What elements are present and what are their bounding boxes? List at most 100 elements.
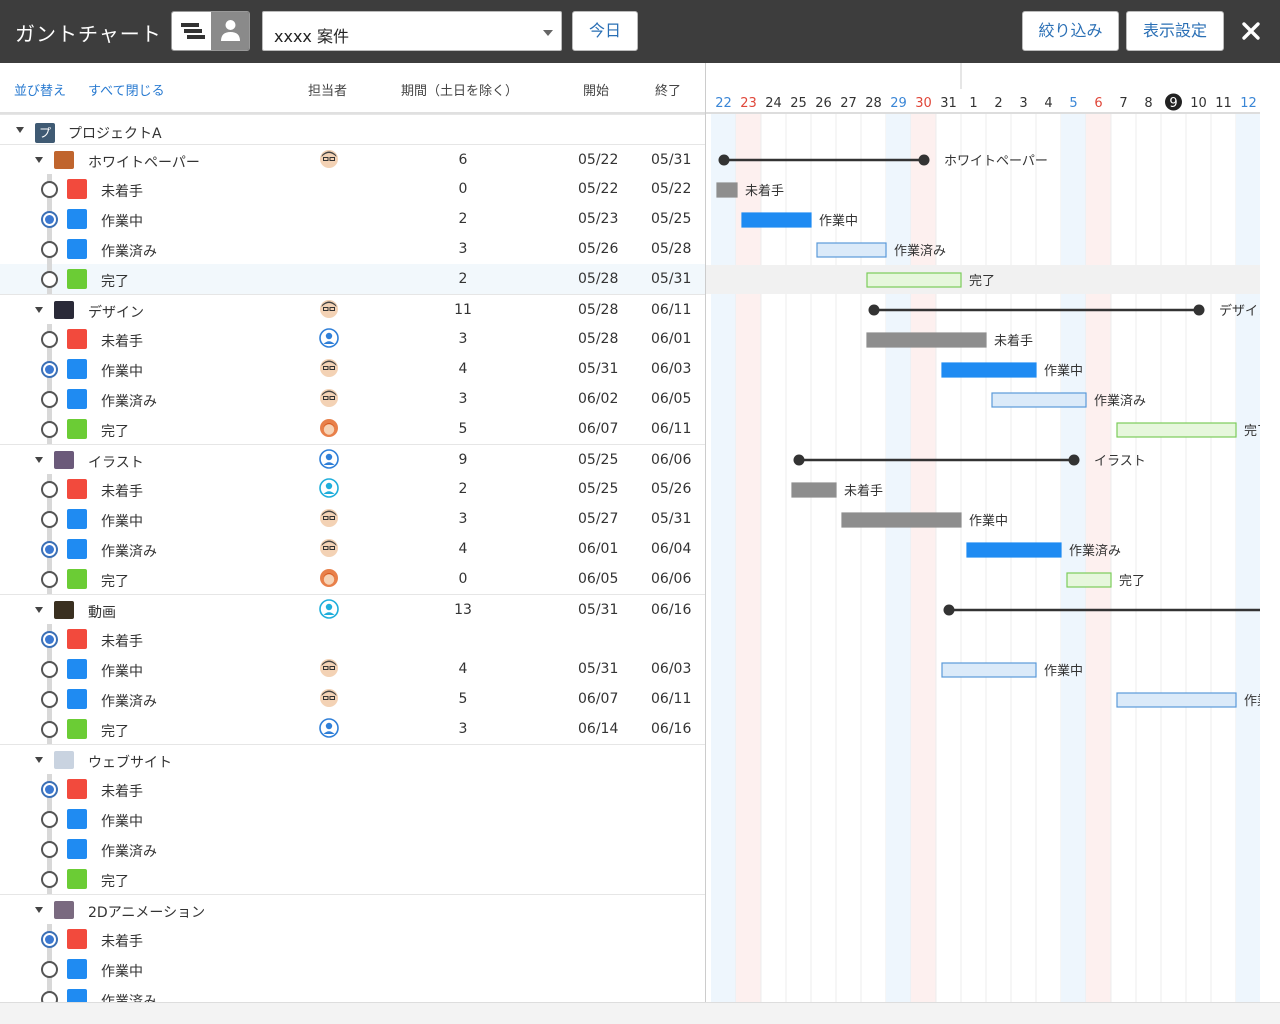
- group-row[interactable]: デザイン 11 05/28 06/11: [0, 294, 705, 324]
- group-row[interactable]: 2Dアニメーション: [0, 894, 705, 924]
- status-radio[interactable]: [41, 571, 58, 588]
- sort-link[interactable]: 並び替え: [14, 84, 67, 99]
- status-radio[interactable]: [41, 811, 58, 828]
- task-row[interactable]: 作業済み 3 06/02 06/05: [0, 384, 705, 414]
- task-row[interactable]: 作業済み: [0, 834, 705, 864]
- expand-triangle-icon[interactable]: [35, 757, 43, 763]
- assignee-avatar[interactable]: [319, 688, 339, 708]
- assignee-avatar[interactable]: [319, 449, 339, 469]
- status-radio[interactable]: [41, 721, 58, 738]
- status-radio[interactable]: [41, 361, 58, 378]
- group-row[interactable]: イラスト 9 05/25 06/06: [0, 444, 705, 474]
- gantt-bar[interactable]: [1116, 422, 1237, 438]
- assignee-avatar[interactable]: [319, 538, 339, 558]
- status-radio[interactable]: [41, 931, 58, 948]
- assignee-avatar[interactable]: [319, 149, 339, 169]
- task-row[interactable]: 作業済み 3 05/26 05/28: [0, 234, 705, 264]
- status-radio[interactable]: [41, 271, 58, 288]
- assignee-avatar[interactable]: [319, 478, 339, 498]
- status-radio[interactable]: [41, 661, 58, 678]
- group-span-start[interactable]: [793, 454, 805, 466]
- today-button[interactable]: 今日: [572, 11, 638, 51]
- status-radio[interactable]: [41, 871, 58, 888]
- assignee-avatar[interactable]: [319, 718, 339, 738]
- task-row[interactable]: 作業中 3 05/27 05/31: [0, 504, 705, 534]
- status-radio[interactable]: [41, 691, 58, 708]
- status-radio[interactable]: [41, 541, 58, 558]
- status-radio[interactable]: [41, 181, 58, 198]
- task-row[interactable]: 作業済み 4 06/01 06/04: [0, 534, 705, 564]
- task-row[interactable]: 完了 3 06/14 06/16: [0, 714, 705, 744]
- task-row[interactable]: 作業中 2 05/23 05/25: [0, 204, 705, 234]
- assignee-avatar[interactable]: [319, 358, 339, 378]
- gantt-bar[interactable]: [866, 332, 987, 348]
- group-row[interactable]: ウェブサイト: [0, 744, 705, 774]
- collapse-all-link[interactable]: すべて閉じる: [88, 84, 165, 99]
- expand-triangle-icon[interactable]: [35, 607, 43, 613]
- status-radio[interactable]: [41, 391, 58, 408]
- expand-triangle-icon[interactable]: [35, 307, 43, 313]
- task-row[interactable]: 完了 2 05/28 05/31: [0, 264, 705, 294]
- task-row[interactable]: 完了 5 06/07 06/11: [0, 414, 705, 444]
- expand-triangle-icon[interactable]: [35, 907, 43, 913]
- task-row[interactable]: 作業中: [0, 804, 705, 834]
- task-row[interactable]: 完了: [0, 864, 705, 894]
- assignee-avatar[interactable]: [319, 658, 339, 678]
- gantt-bar[interactable]: [716, 182, 738, 198]
- assignee-avatar[interactable]: [319, 508, 339, 528]
- gantt-bar[interactable]: [941, 662, 1037, 678]
- status-radio[interactable]: [41, 511, 58, 528]
- task-row[interactable]: 未着手 2 05/25 05/26: [0, 474, 705, 504]
- gantt-bar[interactable]: [791, 482, 837, 498]
- status-radio[interactable]: [41, 631, 58, 648]
- group-span-end[interactable]: [1193, 304, 1205, 316]
- status-radio[interactable]: [41, 331, 58, 348]
- task-row[interactable]: 完了 0 06/05 06/06: [0, 564, 705, 594]
- gantt-bar[interactable]: [1116, 692, 1237, 708]
- expand-triangle-icon[interactable]: [16, 127, 24, 133]
- group-span-start[interactable]: [718, 154, 730, 166]
- group-row[interactable]: 動画 13 05/31 06/16: [0, 594, 705, 624]
- gantt-bar[interactable]: [741, 212, 812, 228]
- status-radio[interactable]: [41, 841, 58, 858]
- status-radio[interactable]: [41, 781, 58, 798]
- expand-triangle-icon[interactable]: [35, 457, 43, 463]
- task-row[interactable]: 作業済み 5 06/07 06/11: [0, 684, 705, 714]
- gantt-bar[interactable]: [866, 272, 962, 288]
- gantt-bar[interactable]: [941, 362, 1037, 378]
- gantt-view-button[interactable]: [172, 12, 211, 50]
- task-row[interactable]: 作業中 4 05/31 06/03: [0, 654, 705, 684]
- task-row[interactable]: 未着手 0 05/22 05/22: [0, 174, 705, 204]
- task-row[interactable]: 未着手 3 05/28 06/01: [0, 324, 705, 354]
- assignee-avatar[interactable]: [319, 418, 339, 438]
- task-row[interactable]: 未着手: [0, 624, 705, 654]
- task-row[interactable]: 未着手: [0, 924, 705, 954]
- assignee-avatar[interactable]: [319, 568, 339, 588]
- group-span-end[interactable]: [1068, 454, 1080, 466]
- assignee-avatar[interactable]: [319, 388, 339, 408]
- group-span-start[interactable]: [943, 604, 955, 616]
- task-row[interactable]: 作業中 4 05/31 06/03: [0, 354, 705, 384]
- assignee-avatar[interactable]: [319, 299, 339, 319]
- status-radio[interactable]: [41, 991, 58, 1002]
- status-radio[interactable]: [41, 421, 58, 438]
- task-row[interactable]: 未着手: [0, 774, 705, 804]
- assignee-avatar[interactable]: [319, 599, 339, 619]
- project-row[interactable]: ププロジェクトA: [0, 114, 705, 144]
- gantt-bar[interactable]: [991, 392, 1087, 408]
- person-view-button[interactable]: [211, 12, 249, 50]
- assignee-avatar[interactable]: [319, 328, 339, 348]
- status-radio[interactable]: [41, 961, 58, 978]
- expand-triangle-icon[interactable]: [35, 157, 43, 163]
- group-span-end[interactable]: [918, 154, 930, 166]
- project-select[interactable]: xxxx 案件: [262, 11, 562, 51]
- filter-button[interactable]: 絞り込み: [1022, 11, 1119, 51]
- task-row[interactable]: 作業中: [0, 954, 705, 984]
- task-row[interactable]: 作業済み: [0, 984, 705, 1002]
- group-span-start[interactable]: [868, 304, 880, 316]
- display-settings-button[interactable]: 表示設定: [1126, 11, 1224, 51]
- status-radio[interactable]: [41, 211, 58, 228]
- gantt-bar[interactable]: [1066, 572, 1112, 588]
- group-row[interactable]: ホワイトペーパー 6 05/22 05/31: [0, 144, 705, 174]
- gantt-bar[interactable]: [966, 542, 1062, 558]
